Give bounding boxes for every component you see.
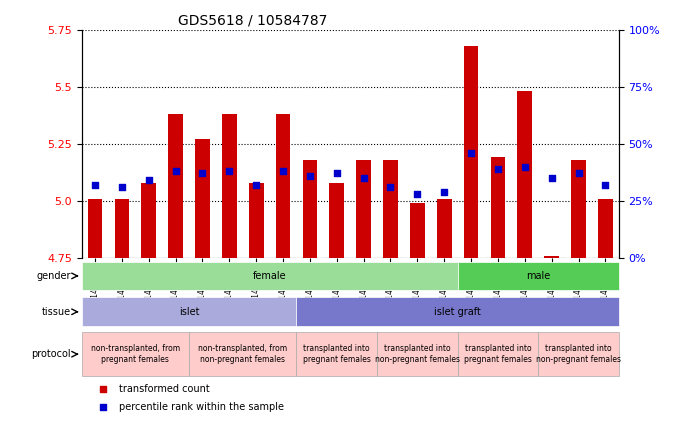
Bar: [464, 46, 479, 258]
Text: non-transplanted, from
pregnant females: non-transplanted, from pregnant females: [90, 344, 180, 364]
Point: [573, 170, 584, 177]
Bar: [437, 198, 452, 258]
Text: transplanted into
pregnant females: transplanted into pregnant females: [303, 344, 371, 364]
Point: [412, 191, 423, 198]
Bar: [141, 183, 156, 258]
Point: [492, 165, 503, 172]
Text: male: male: [526, 271, 550, 281]
Point: [277, 168, 288, 175]
Point: [385, 184, 396, 190]
Point: [358, 175, 369, 181]
Bar: [114, 198, 129, 258]
Bar: [329, 183, 344, 258]
FancyBboxPatch shape: [296, 297, 619, 326]
Bar: [222, 114, 237, 258]
Point: [600, 181, 611, 188]
Bar: [517, 91, 532, 258]
Text: GDS5618 / 10584787: GDS5618 / 10584787: [178, 13, 328, 27]
Bar: [490, 157, 505, 258]
FancyBboxPatch shape: [82, 261, 458, 290]
Bar: [383, 160, 398, 258]
Text: islet graft: islet graft: [435, 307, 481, 317]
Bar: [275, 114, 290, 258]
Text: female: female: [253, 271, 286, 281]
Text: transplanted into
pregnant females: transplanted into pregnant females: [464, 344, 532, 364]
Text: islet: islet: [179, 307, 199, 317]
Point: [466, 150, 477, 157]
Bar: [356, 160, 371, 258]
Bar: [598, 198, 613, 258]
Point: [540, 328, 551, 335]
Text: percentile rank within the sample: percentile rank within the sample: [119, 402, 284, 412]
Point: [540, 165, 551, 172]
Bar: [168, 114, 183, 258]
Point: [331, 170, 342, 177]
FancyBboxPatch shape: [82, 297, 296, 326]
Text: transformed count: transformed count: [119, 385, 210, 394]
FancyBboxPatch shape: [82, 332, 189, 376]
FancyBboxPatch shape: [296, 332, 377, 376]
Text: transplanted into
non-pregnant females: transplanted into non-pregnant females: [375, 344, 460, 364]
FancyBboxPatch shape: [458, 261, 619, 290]
FancyBboxPatch shape: [377, 332, 458, 376]
Text: protocol: protocol: [31, 349, 71, 359]
Point: [170, 168, 181, 175]
Text: tissue: tissue: [41, 307, 71, 317]
Point: [143, 177, 154, 184]
Point: [251, 181, 262, 188]
Text: non-transplanted, from
non-pregnant females: non-transplanted, from non-pregnant fema…: [198, 344, 288, 364]
Point: [197, 170, 208, 177]
Point: [546, 175, 557, 181]
Point: [520, 163, 530, 170]
Bar: [88, 198, 103, 258]
Point: [224, 168, 235, 175]
Bar: [249, 183, 264, 258]
Bar: [410, 203, 425, 258]
Point: [116, 184, 127, 190]
Bar: [303, 160, 318, 258]
Point: [439, 188, 449, 195]
Bar: [544, 255, 559, 258]
Point: [305, 172, 316, 179]
Text: gender: gender: [36, 271, 71, 281]
FancyBboxPatch shape: [189, 332, 296, 376]
Bar: [195, 139, 210, 258]
Point: [90, 181, 101, 188]
FancyBboxPatch shape: [539, 332, 619, 376]
Bar: [571, 160, 586, 258]
Text: transplanted into
non-pregnant females: transplanted into non-pregnant females: [536, 344, 621, 364]
FancyBboxPatch shape: [458, 332, 539, 376]
